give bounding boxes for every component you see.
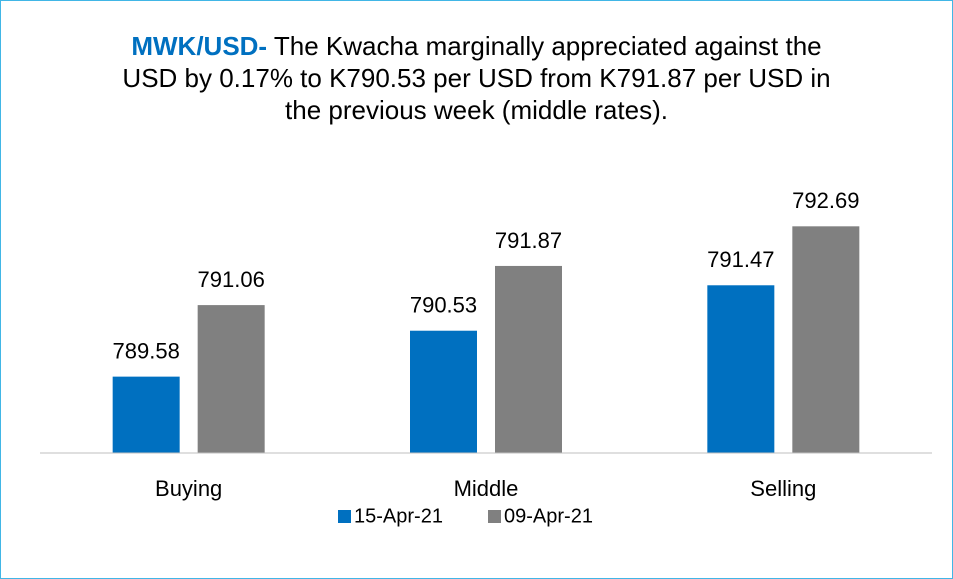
legend-label: 15-Apr-21	[354, 505, 443, 527]
x-tick-label: Buying	[155, 476, 222, 501]
data-label: 791.47	[707, 247, 774, 272]
legend-label: 09-Apr-21	[504, 505, 593, 527]
bar	[707, 285, 775, 453]
bar	[197, 305, 265, 453]
data-label: 792.69	[792, 188, 859, 213]
legend-swatch	[338, 510, 351, 523]
bar	[410, 330, 477, 453]
x-tick-label: Selling	[750, 476, 816, 501]
title-text: The Kwacha marginally appreciated agains…	[122, 31, 831, 125]
chart-title: MWK/USD- The Kwacha marginally appreciat…	[110, 30, 843, 126]
bar	[495, 265, 562, 453]
bar	[112, 376, 180, 453]
title-highlight: MWK/USD-	[131, 31, 268, 61]
data-label: 791.06	[198, 267, 265, 292]
data-label: 791.87	[495, 228, 562, 253]
data-label: 789.58	[113, 338, 180, 363]
x-tick-label: Middle	[454, 476, 519, 501]
legend-swatch	[488, 510, 501, 523]
data-label: 790.53	[410, 293, 477, 318]
bar	[792, 226, 860, 453]
